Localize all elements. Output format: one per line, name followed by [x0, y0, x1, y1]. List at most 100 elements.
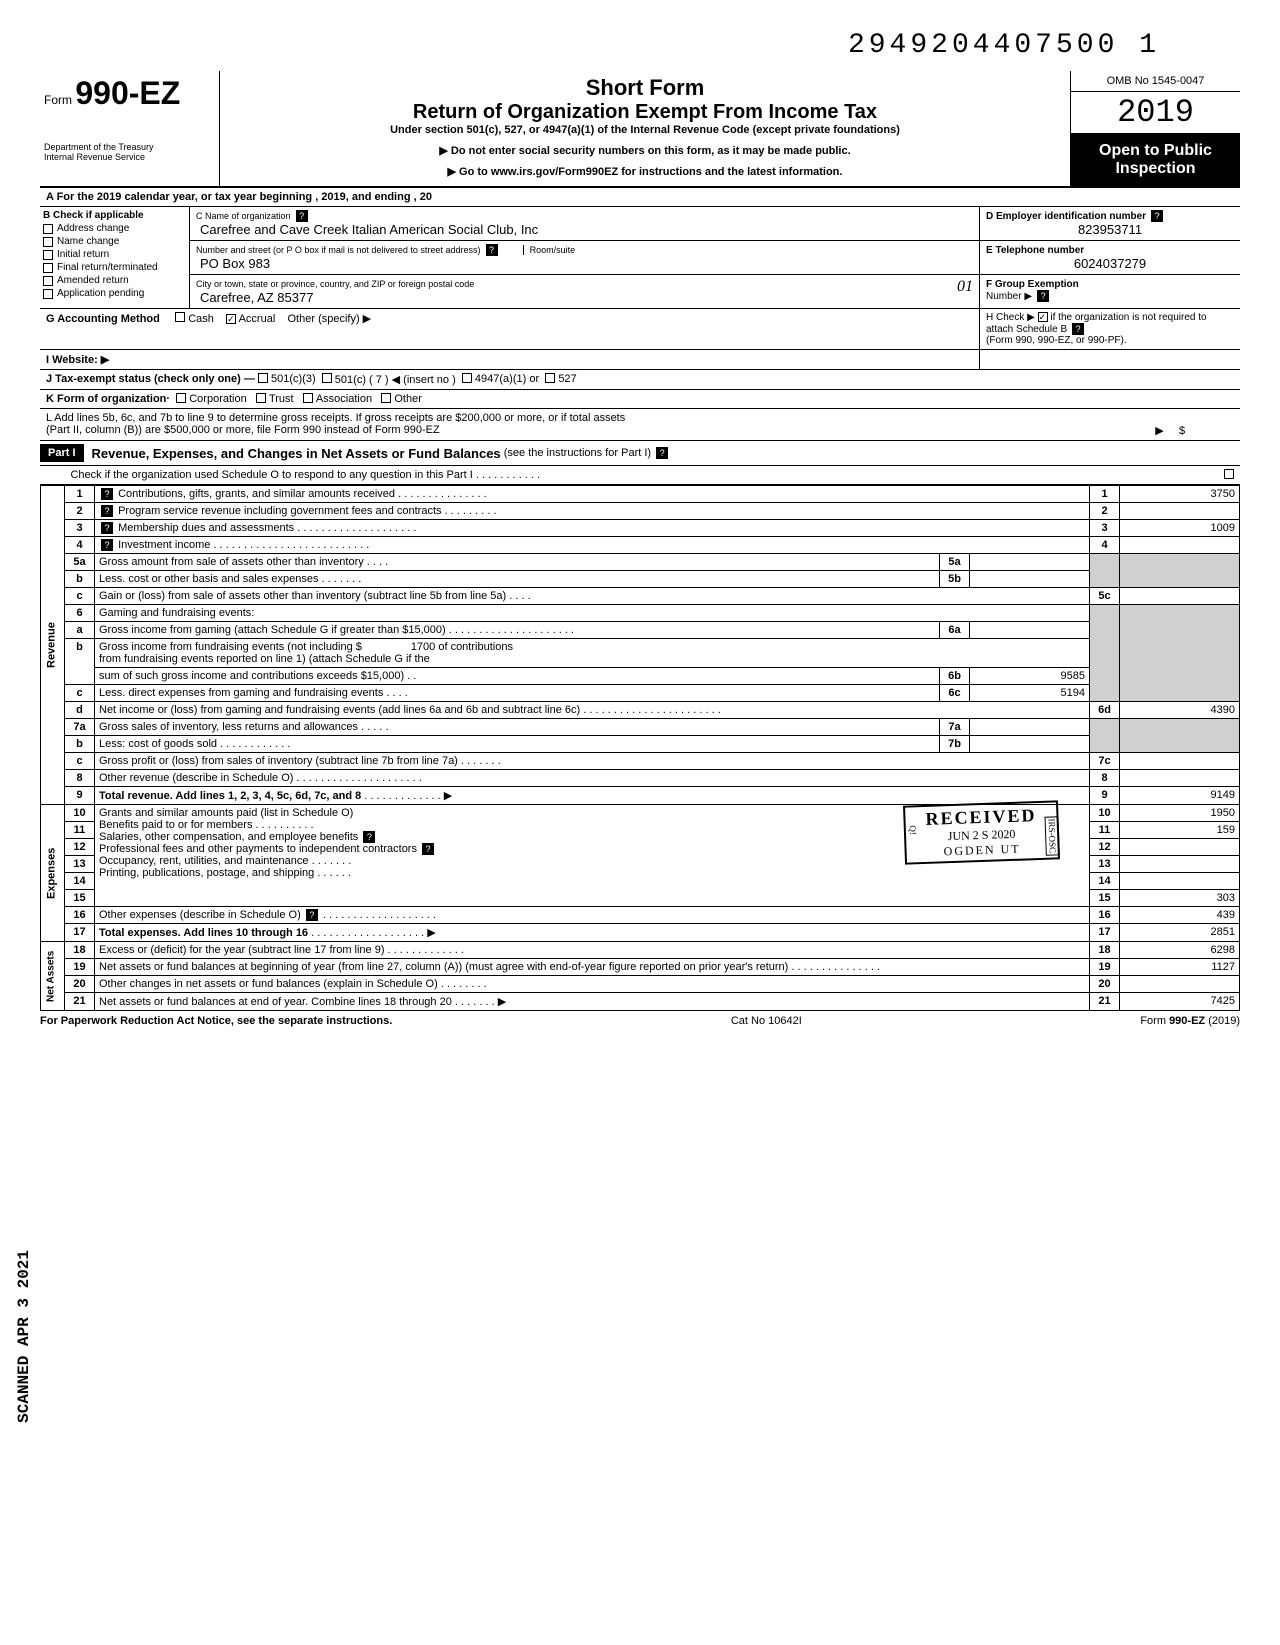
line-num: 14: [65, 873, 95, 890]
help-icon[interactable]: ?: [101, 488, 113, 500]
received-date: JUN 2 S 2020: [948, 827, 1016, 843]
cb-corp[interactable]: [176, 393, 186, 403]
line-num: 7a: [65, 719, 95, 736]
row-l: L Add lines 5b, 6c, and 7b to line 9 to …: [40, 409, 1240, 441]
row-k: K Form of organization· Corporation Trus…: [40, 390, 1240, 409]
line-num: 19: [65, 959, 95, 976]
table-row: 20 Other changes in net assets or fund b…: [41, 976, 1240, 993]
f-label: F Group Exemption: [986, 279, 1079, 290]
help-icon[interactable]: ?: [1151, 210, 1163, 222]
j-opt4: 527: [558, 373, 576, 386]
info-grid: B Check if applicable Address change Nam…: [40, 207, 1240, 309]
right-num: 17: [1090, 924, 1120, 942]
help-icon[interactable]: ?: [422, 843, 434, 855]
cb-name-change[interactable]: [43, 237, 53, 247]
org-address: PO Box 983: [196, 256, 270, 271]
inner-num: 5b: [940, 571, 970, 588]
inner-num: 7b: [940, 736, 970, 753]
help-icon[interactable]: ?: [306, 909, 318, 921]
cb-address-change[interactable]: [43, 224, 53, 234]
line-num: c: [65, 588, 95, 605]
cb-other[interactable]: [381, 393, 391, 403]
help-icon[interactable]: ?: [101, 539, 113, 551]
arrow: ▶: [498, 996, 506, 1008]
cb-h[interactable]: [1038, 312, 1048, 322]
help-icon[interactable]: ?: [101, 522, 113, 534]
help-icon[interactable]: ?: [656, 447, 668, 459]
line-10-desc: Grants and similar amounts paid (list in…: [99, 807, 353, 819]
right-num: 5c: [1090, 588, 1120, 605]
j-opt2: 501(c) ( 7 ) ◀ (insert no ): [335, 373, 456, 386]
line-desc: Investment income: [118, 539, 210, 551]
received-ogden: OGDEN UT: [926, 841, 1037, 860]
part1-header-row: Part I Revenue, Expenses, and Changes in…: [40, 441, 1240, 466]
line-desc: Total revenue. Add lines 1, 2, 3, 4, 5c,…: [99, 790, 361, 802]
shaded-cell: [1090, 719, 1120, 753]
cb-application-pending[interactable]: [43, 289, 53, 299]
cb-amended[interactable]: [43, 276, 53, 286]
cb-initial-return[interactable]: [43, 250, 53, 260]
help-icon[interactable]: ?: [1037, 290, 1049, 302]
amount: 4390: [1120, 702, 1240, 719]
table-row: 19 Net assets or fund balances at beginn…: [41, 959, 1240, 976]
table-row: 4 ? Investment income . . . . . . . . . …: [41, 537, 1240, 554]
cb-4947[interactable]: [462, 373, 472, 383]
cb-final-return[interactable]: [43, 263, 53, 273]
help-icon[interactable]: ?: [1072, 323, 1084, 335]
line-desc: Total expenses. Add lines 10 through 16: [99, 927, 308, 939]
section-de: D Employer identification number ? 82395…: [980, 207, 1240, 308]
line-desc: Less: cost of goods sold: [99, 738, 217, 750]
line-num: b: [65, 571, 95, 588]
irs-osc: IRS-OSC: [1044, 816, 1059, 855]
amount: 1009: [1120, 520, 1240, 537]
open-public-2: Inspection: [1075, 160, 1236, 178]
g-cash: Cash: [188, 313, 214, 325]
table-row: 7a Gross sales of inventory, less return…: [41, 719, 1240, 736]
line-desc: Net assets or fund balances at beginning…: [99, 961, 788, 973]
part1-check-row: Check if the organization used Schedule …: [40, 466, 1240, 485]
cb-trust[interactable]: [256, 393, 266, 403]
h-label: H Check ▶: [986, 312, 1035, 323]
table-row: 2 ? Program service revenue including go…: [41, 503, 1240, 520]
ein: 823953711: [986, 222, 1234, 237]
amount: 9149: [1120, 787, 1240, 805]
help-icon[interactable]: ?: [486, 244, 498, 256]
line-num: 15: [65, 890, 95, 907]
cb-501c[interactable]: [322, 373, 332, 383]
help-icon[interactable]: ?: [296, 210, 308, 222]
table-row: 3 ? Membership dues and assessments . . …: [41, 520, 1240, 537]
line-num: c: [65, 753, 95, 770]
inner-num: 5a: [940, 554, 970, 571]
cb-accrual[interactable]: [226, 314, 236, 324]
right-num: 21: [1090, 993, 1120, 1011]
main-title: Return of Organization Exempt From Incom…: [230, 101, 1060, 124]
line-num: b: [65, 736, 95, 753]
line-desc: Other revenue (describe in Schedule O): [99, 772, 293, 784]
l-arrow: ▶: [1155, 425, 1163, 437]
org-city: Carefree, AZ 85377: [196, 290, 313, 305]
table-row: c Less. direct expenses from gaming and …: [41, 685, 1240, 702]
help-icon[interactable]: ?: [363, 831, 375, 843]
cb-assoc[interactable]: [303, 393, 313, 403]
section-c: C Name of organization ? Carefree and Ca…: [190, 207, 980, 308]
table-row: Expenses 10 Grants and similar amounts p…: [41, 805, 1240, 822]
cb-cash[interactable]: [175, 312, 185, 322]
line-11-desc: Benefits paid to or for members: [99, 819, 252, 831]
line-num: a: [65, 622, 95, 639]
k-opt2: Association: [316, 393, 372, 405]
line-desc: Less. direct expenses from gaming and fu…: [99, 687, 383, 699]
k-opt0: Corporation: [189, 393, 246, 405]
footer-center: Cat No 10642I: [731, 1015, 802, 1027]
cb-501c3[interactable]: [258, 373, 268, 383]
cb-schedule-o[interactable]: [1224, 469, 1234, 479]
help-icon[interactable]: ?: [101, 505, 113, 517]
table-row: 9 Total revenue. Add lines 1, 2, 3, 4, 5…: [41, 787, 1240, 805]
right-header-box: OMB No 1545-0047 2019 Open to Public Ins…: [1070, 71, 1240, 186]
row-i: I Website: ▶: [40, 350, 1240, 370]
line-num: d: [65, 702, 95, 719]
line-desc: Gain or (loss) from sale of assets other…: [99, 590, 506, 602]
received-stamp: RECEIVED Q! JUN 2 S 2020 IRS-OSC OGDEN U…: [903, 800, 1060, 864]
cb-527[interactable]: [545, 373, 555, 383]
table-row: c Gain or (loss) from sale of assets oth…: [41, 588, 1240, 605]
inner-amount: 9585: [970, 668, 1090, 685]
